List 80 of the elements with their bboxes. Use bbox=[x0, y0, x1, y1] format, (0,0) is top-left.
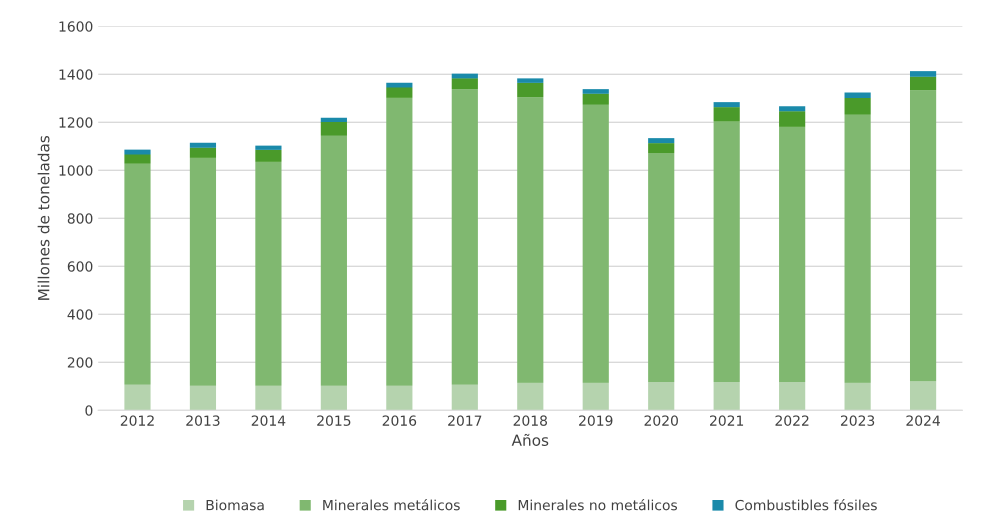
legend-label: Combustibles fósiles bbox=[735, 499, 877, 510]
x-tick-label: 2015 bbox=[317, 415, 350, 426]
bar bbox=[124, 154, 151, 164]
bar bbox=[844, 98, 871, 115]
y-tick-label: 1600 bbox=[60, 21, 92, 32]
x-tick-label: 2023 bbox=[840, 415, 874, 426]
bar bbox=[124, 150, 151, 154]
bar bbox=[255, 386, 282, 410]
x-tick-label: 2019 bbox=[579, 415, 612, 426]
bar bbox=[320, 118, 347, 122]
x-axis-title: Años bbox=[512, 434, 548, 446]
bar bbox=[517, 78, 544, 83]
bar bbox=[255, 150, 282, 162]
bar bbox=[910, 71, 936, 77]
bar bbox=[452, 89, 478, 385]
bar bbox=[779, 111, 806, 127]
bar bbox=[386, 82, 412, 88]
bar bbox=[255, 146, 282, 150]
y-tick-label: 1400 bbox=[60, 69, 92, 80]
legend-label: Minerales metálicos bbox=[323, 499, 460, 510]
x-tick-label: 2018 bbox=[514, 415, 547, 426]
x-tick-label: 2016 bbox=[382, 415, 416, 426]
x-tick-label: 2012 bbox=[120, 415, 154, 426]
bar bbox=[517, 82, 544, 98]
x-tick-label: 2021 bbox=[710, 415, 744, 426]
bar bbox=[452, 78, 478, 90]
bar bbox=[582, 104, 609, 383]
bar bbox=[714, 102, 740, 108]
legend-label: Biomasa bbox=[206, 500, 264, 510]
bar bbox=[452, 384, 478, 410]
bar bbox=[910, 381, 936, 410]
bar bbox=[648, 382, 674, 410]
legend-label: Minerales no metálicos bbox=[518, 499, 678, 510]
x-tick-label: 2014 bbox=[252, 415, 286, 426]
y-tick-label: 400 bbox=[68, 309, 92, 320]
bar bbox=[779, 126, 806, 382]
x-tick-label: 2017 bbox=[448, 415, 482, 426]
bar bbox=[910, 76, 936, 90]
y-tick-label: 1200 bbox=[60, 117, 92, 128]
y-tick-label: 0 bbox=[85, 405, 92, 416]
y-axis-title: Millones de toneladas bbox=[38, 136, 50, 300]
bar bbox=[124, 384, 151, 410]
bar bbox=[124, 164, 151, 385]
bar bbox=[714, 382, 740, 410]
bar bbox=[582, 89, 609, 94]
bar bbox=[517, 382, 544, 410]
bar bbox=[190, 148, 216, 158]
bar bbox=[648, 153, 674, 382]
bar bbox=[386, 98, 412, 386]
bar bbox=[255, 162, 282, 386]
x-tick-label: 2022 bbox=[775, 415, 808, 426]
y-tick-label: 1000 bbox=[60, 165, 92, 176]
x-tick-label: 2024 bbox=[906, 415, 940, 426]
bar bbox=[582, 94, 609, 105]
bar bbox=[910, 90, 936, 382]
bar bbox=[582, 382, 609, 410]
bar bbox=[452, 74, 478, 78]
bar bbox=[190, 158, 216, 386]
x-tick-label: 2020 bbox=[644, 415, 678, 426]
bar bbox=[648, 138, 674, 144]
bar bbox=[190, 142, 216, 148]
bar bbox=[320, 135, 347, 386]
bar bbox=[844, 92, 871, 98]
x-tick-label: 2013 bbox=[186, 415, 220, 426]
y-tick-label: 800 bbox=[68, 213, 92, 224]
bar bbox=[320, 386, 347, 410]
y-tick-label: 200 bbox=[68, 357, 92, 368]
bar bbox=[648, 143, 674, 154]
bar bbox=[779, 106, 806, 112]
bar bbox=[779, 382, 806, 410]
bar bbox=[714, 121, 740, 382]
bar bbox=[386, 87, 412, 98]
y-tick-label: 600 bbox=[68, 261, 92, 272]
bar bbox=[517, 97, 544, 383]
bar bbox=[844, 382, 871, 410]
bar bbox=[190, 386, 216, 410]
bar bbox=[844, 114, 871, 383]
bar bbox=[320, 122, 347, 136]
bar bbox=[386, 386, 412, 410]
bar bbox=[714, 107, 740, 122]
